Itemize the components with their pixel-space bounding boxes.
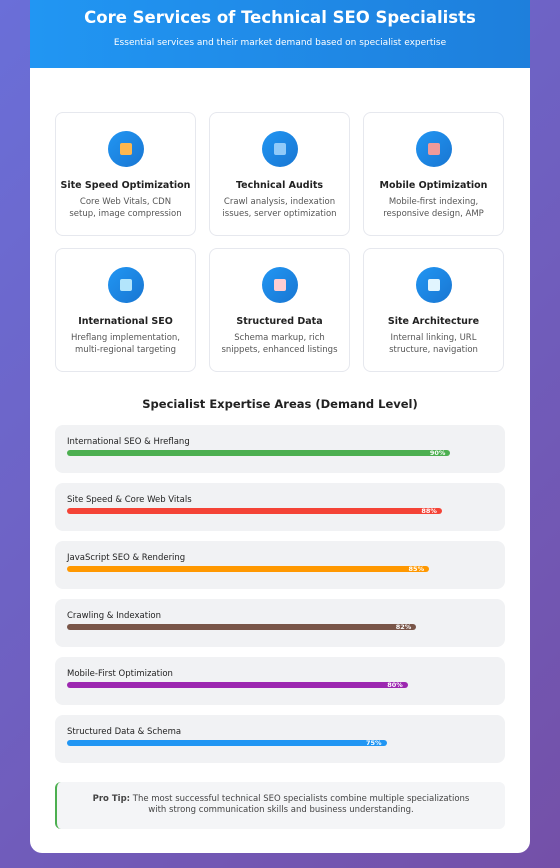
service-card: Structured Data Schema markup, rich snipp… (209, 248, 350, 372)
expertise-row: JavaScript SEO & Rendering 85% (55, 541, 505, 589)
expertise-name: Crawling & Indexation (67, 611, 162, 621)
expertise-bar: 75% (67, 739, 387, 747)
bar-track: 85% (67, 565, 493, 573)
section-title: Specialist Expertise Areas (Demand Level… (142, 397, 418, 411)
bar-track: 82% (67, 623, 493, 631)
bar-track: 75% (67, 739, 493, 747)
expertise-name: Mobile-First Optimization (67, 669, 173, 679)
service-title: Site Architecture (387, 316, 480, 327)
expertise-bar: 88% (67, 507, 442, 515)
bar-track: 90% (67, 449, 493, 457)
service-icon (261, 131, 298, 167)
service-card: Site Speed Optimization Core Web Vitals, … (55, 112, 196, 236)
title: Core Services of Technical SEO Specialis… (84, 8, 476, 27)
service-icon (107, 131, 144, 167)
tip-text: The most successful technical SEO specia… (132, 794, 470, 815)
expertise-row: International SEO & Hreflang 90% (55, 425, 505, 473)
expertise-name: Structured Data & Schema (67, 727, 182, 737)
service-description: Internal linking, URL structure, navigat… (389, 333, 478, 355)
bar-track: 80% (67, 681, 493, 689)
service-description: Mobile-first indexing, responsive design… (383, 197, 484, 219)
service-description: Hreflang implementation, multi-regional … (70, 333, 181, 355)
icon-glyph (119, 143, 132, 155)
service-icon (107, 267, 144, 303)
value-label: 90% (429, 449, 446, 457)
service-title: Site Speed Optimization (60, 180, 191, 191)
expertise-row: Mobile-First Optimization 80% (55, 657, 505, 705)
expertise-row: Site Speed & Core Web Vitals 88% (55, 483, 505, 531)
value-label: 80% (387, 681, 403, 689)
service-title: Mobile Optimization (379, 180, 488, 191)
expertise-name: Site Speed & Core Web Vitals (67, 495, 192, 505)
value-label: 85% (408, 565, 425, 573)
expertise-bar: 82% (67, 623, 417, 631)
expertise-name: International SEO & Hreflang (67, 437, 190, 447)
service-title: Structured Data (236, 316, 323, 327)
subtitle: Essential services and their market dema… (113, 38, 447, 48)
value-label: 75% (365, 739, 382, 747)
icon-glyph (119, 279, 132, 291)
tip-label: Pro Tip: (92, 794, 131, 804)
service-card: International SEO Hreflang implementation… (55, 248, 196, 372)
value-label: 82% (395, 623, 412, 631)
icon-glyph (427, 279, 440, 291)
service-icon (415, 267, 452, 303)
expertise-row: Structured Data & Schema 75% (55, 715, 505, 763)
service-title: International SEO (78, 316, 173, 327)
expertise-bar: 90% (67, 449, 451, 457)
service-card: Mobile Optimization Mobile-first indexing… (363, 112, 504, 236)
service-card: Technical Audits Crawl analysis, indexati… (209, 112, 350, 236)
expertise-bar: 80% (67, 681, 408, 689)
expertise-name: JavaScript SEO & Rendering (67, 553, 186, 563)
service-description: Schema markup, rich snippets, enhanced l… (221, 333, 338, 355)
service-title: Technical Audits (235, 180, 324, 191)
expertise-row: Crawling & Indexation 82% (55, 599, 505, 647)
service-icon (415, 131, 452, 167)
header: Core Services of Technical SEO Specialis… (30, 0, 530, 68)
service-description: Core Web Vitals, CDN setup, image compre… (69, 197, 182, 219)
icon-glyph (427, 143, 440, 155)
tip-box: Pro Tip: The most successful technical S… (55, 782, 505, 829)
bar-track: 88% (67, 507, 493, 515)
service-card: Site Architecture Internal linking, URL s… (363, 248, 504, 372)
service-icon (261, 267, 298, 303)
icon-glyph (273, 143, 286, 155)
service-description: Crawl analysis, indexation issues, serve… (222, 197, 337, 219)
icon-glyph (273, 279, 286, 291)
value-label: 88% (421, 507, 437, 515)
expertise-bar: 85% (67, 565, 430, 573)
